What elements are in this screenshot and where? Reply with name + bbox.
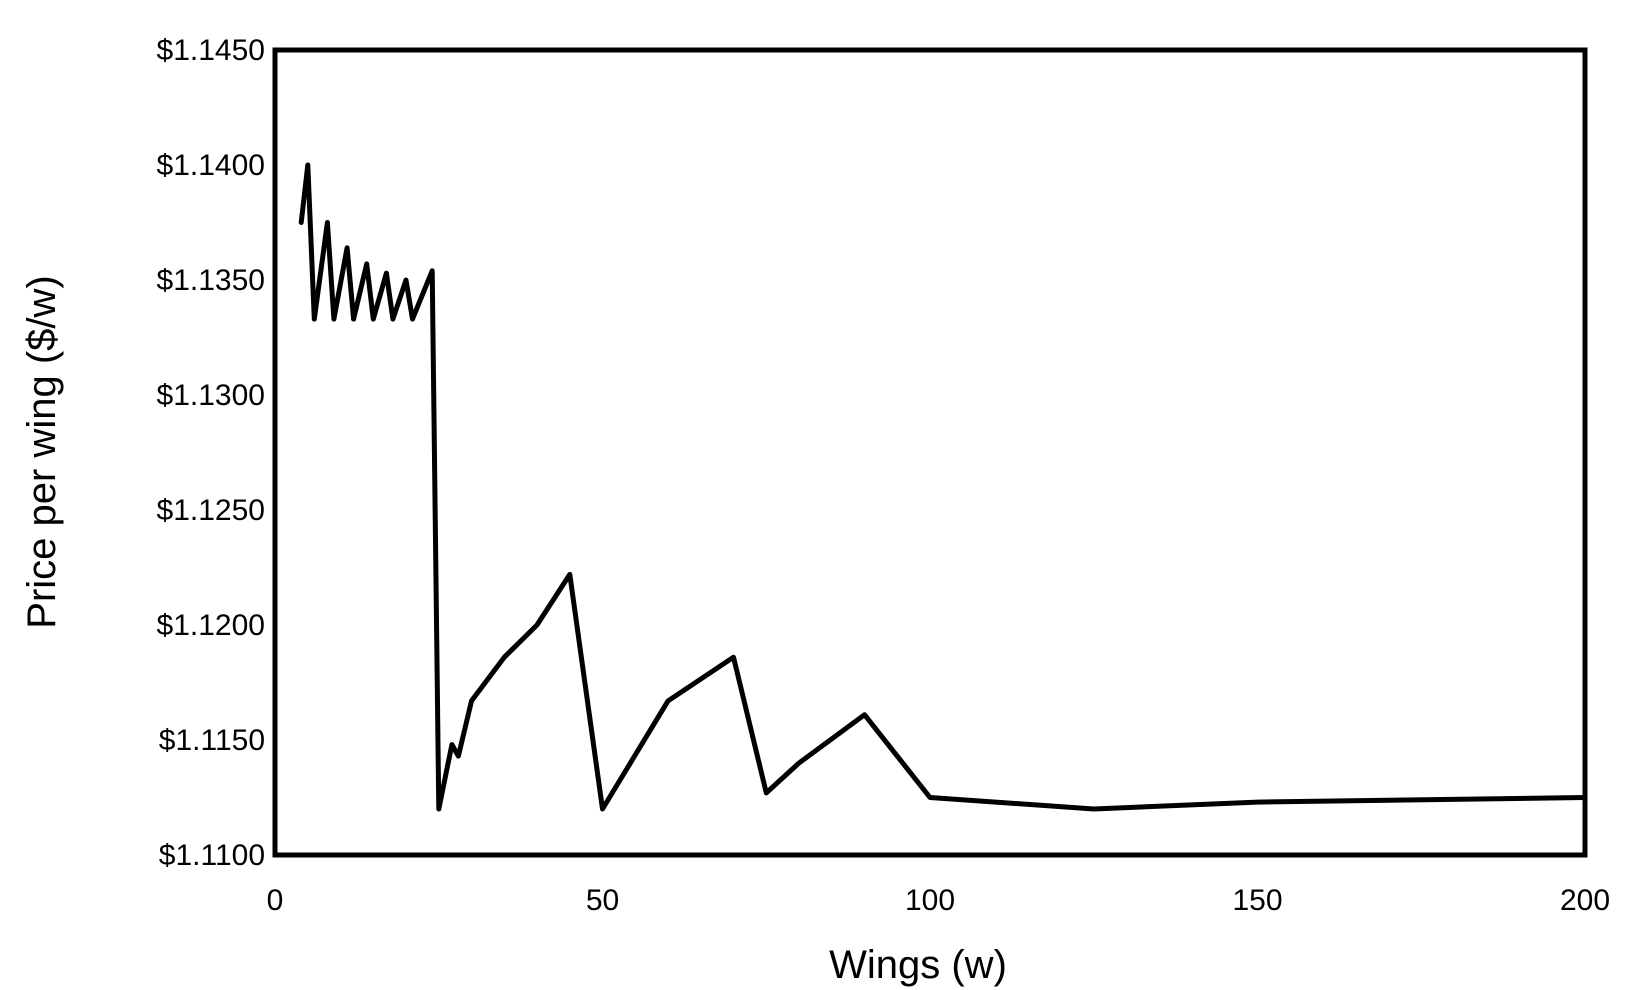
- x-axis-title: Wings (w): [829, 943, 1007, 987]
- y-axis-title: Price per wing ($/w): [20, 275, 64, 628]
- series-line: [298, 162, 1588, 812]
- series-group: [298, 162, 1588, 812]
- y-tick-label: $1.1100: [159, 839, 265, 872]
- y-tick-label: $1.1300: [157, 379, 265, 412]
- x-axis-ticks: 0 50 100 150 200: [267, 884, 1610, 917]
- plot-frame: [272, 47, 1588, 858]
- y-tick-label: $1.1350: [157, 264, 265, 297]
- x-tick-label: 0: [267, 884, 284, 917]
- x-tick-label: 150: [1232, 884, 1282, 917]
- x-tick-label: 50: [586, 884, 619, 917]
- x-tick-label: 200: [1560, 884, 1610, 917]
- y-tick-label: $1.1250: [157, 494, 265, 527]
- y-tick-label: $1.1450: [157, 34, 265, 67]
- y-tick-label: $1.1200: [157, 609, 265, 642]
- y-tick-label: $1.1150: [159, 724, 265, 757]
- y-tick-label: $1.1400: [157, 149, 265, 182]
- x-tick-label: 100: [905, 884, 955, 917]
- y-axis-ticks: $1.1100 $1.1150 $1.1200 $1.1250 $1.1300 $1.13…: [157, 34, 265, 872]
